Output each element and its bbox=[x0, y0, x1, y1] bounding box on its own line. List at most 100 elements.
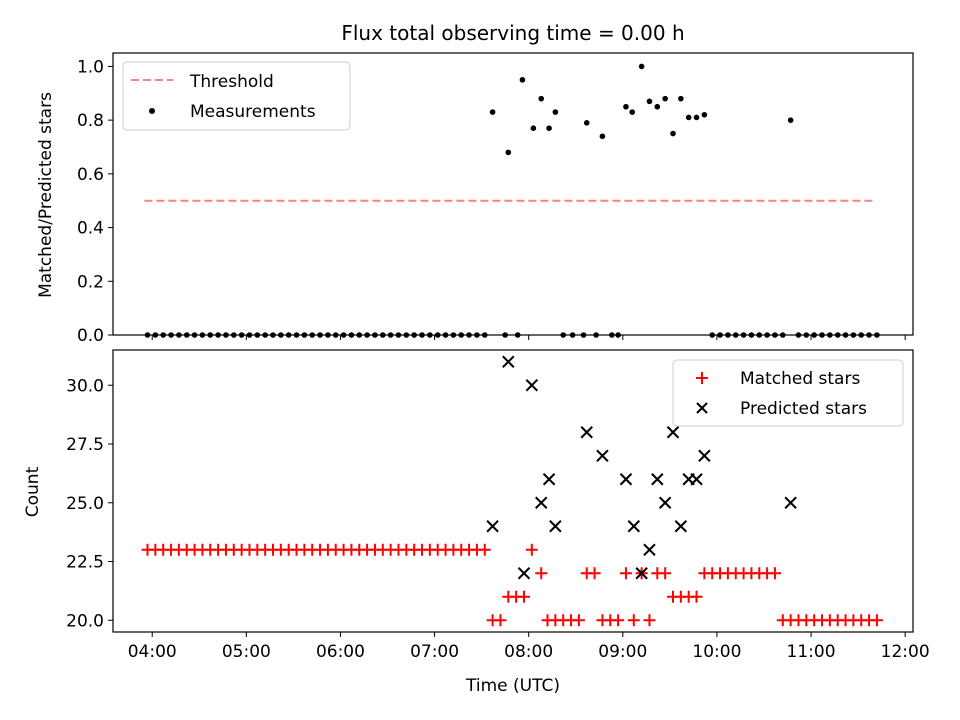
measurement-point bbox=[434, 332, 441, 338]
legend-measurements-swatch bbox=[149, 108, 155, 114]
predicted-star-marker bbox=[666, 426, 680, 439]
measurement-point bbox=[593, 332, 599, 338]
matched-star-marker bbox=[627, 614, 640, 627]
measurement-point bbox=[223, 332, 229, 338]
measurement-point bbox=[850, 332, 857, 338]
measurement-point bbox=[787, 117, 794, 123]
measurement-point bbox=[538, 95, 545, 102]
measurement-point bbox=[662, 95, 668, 102]
measurement-point bbox=[834, 332, 841, 338]
measurement-point bbox=[629, 109, 636, 115]
predicted-star-marker bbox=[535, 496, 548, 509]
x-tick-label: 04:00 bbox=[128, 642, 177, 662]
measurement-point bbox=[842, 332, 849, 338]
measurement-point bbox=[725, 332, 731, 338]
top-legend: Threshold Measurements bbox=[122, 61, 351, 131]
bottom-y-tick-label: 22.5 bbox=[66, 553, 104, 573]
measurement-point bbox=[168, 332, 174, 338]
bottom-panel: 20.0 22.5 25.0 27.5 30.0 04:00 05:00 06:00 07:00… bbox=[66, 349, 930, 662]
measurement-point bbox=[505, 149, 512, 156]
measurement-point bbox=[780, 332, 786, 338]
measurement-point bbox=[160, 332, 166, 338]
measurement-point bbox=[552, 109, 559, 115]
x-tick-label: 07:00 bbox=[410, 642, 459, 662]
matched-star-marker bbox=[494, 614, 507, 627]
measurement-point bbox=[411, 332, 417, 338]
measurement-point bbox=[317, 332, 323, 338]
measurement-point bbox=[442, 332, 449, 338]
measurement-point bbox=[693, 114, 700, 121]
measurement-point bbox=[583, 120, 590, 126]
measurement-point bbox=[466, 332, 472, 338]
matched-star-marker bbox=[535, 567, 548, 580]
measurement-point bbox=[811, 332, 817, 338]
matched-star-marker bbox=[619, 567, 632, 580]
measurement-point bbox=[858, 332, 865, 338]
measurement-point bbox=[380, 332, 386, 338]
x-tick-label: 05:00 bbox=[222, 642, 271, 662]
measurement-point bbox=[580, 332, 587, 338]
x-tick-label: 12:00 bbox=[881, 642, 930, 662]
measurement-point bbox=[230, 332, 237, 338]
measurement-point bbox=[285, 332, 292, 338]
top-y-tick-label: 1.0 bbox=[77, 57, 104, 77]
matched-star-marker bbox=[643, 614, 656, 627]
measurement-point bbox=[207, 332, 214, 338]
measurement-point bbox=[372, 332, 378, 338]
measurement-point bbox=[748, 332, 755, 338]
bottom-plot-frame bbox=[112, 349, 914, 633]
matched-star-marker bbox=[517, 590, 530, 603]
measurement-point bbox=[866, 332, 872, 338]
predicted-star-marker bbox=[580, 426, 593, 439]
predicted-star-marker bbox=[549, 520, 562, 533]
bottom-y-tick-label: 25.0 bbox=[66, 494, 104, 514]
measurement-point bbox=[717, 332, 723, 338]
matched-star-marker bbox=[659, 567, 672, 580]
measurement-point bbox=[795, 332, 802, 338]
predicted-star-marker bbox=[635, 567, 648, 580]
predicted-star-marker bbox=[525, 379, 539, 392]
measurement-point bbox=[340, 332, 347, 338]
measurement-point bbox=[489, 109, 496, 115]
x-tick-label: 08:00 bbox=[504, 642, 553, 662]
predicted-star-marker bbox=[690, 473, 703, 486]
measurement-point bbox=[278, 332, 284, 338]
measurement-point bbox=[638, 63, 645, 70]
top-y-axis-label: Matched/Predicted stars bbox=[36, 92, 56, 298]
predicted-star-marker bbox=[658, 496, 672, 509]
matched-star-marker bbox=[870, 614, 883, 627]
top-plot-frame bbox=[112, 52, 914, 336]
measurement-point bbox=[827, 332, 833, 338]
predicted-star-marker bbox=[486, 520, 499, 533]
measurement-point bbox=[270, 332, 276, 338]
measurement-point bbox=[144, 332, 151, 338]
predicted-star-marker bbox=[698, 449, 711, 462]
matched-star-marker bbox=[588, 567, 601, 580]
measurement-point bbox=[301, 332, 308, 338]
measurement-point bbox=[615, 332, 621, 338]
measurement-point bbox=[599, 133, 606, 140]
measurement-point bbox=[474, 332, 480, 338]
measurement-point bbox=[262, 332, 268, 338]
matched-star-marker bbox=[612, 614, 625, 627]
matched-star-marker bbox=[768, 567, 781, 580]
matched-star-marker bbox=[478, 543, 491, 556]
measurement-point bbox=[772, 332, 778, 338]
measurement-point bbox=[709, 332, 716, 338]
measurement-point bbox=[481, 332, 488, 338]
measurement-point bbox=[530, 125, 537, 131]
legend-predicted-swatch bbox=[696, 402, 708, 414]
measurement-point bbox=[419, 332, 425, 338]
x-tick-label: 10:00 bbox=[692, 642, 741, 662]
measurement-point bbox=[685, 114, 692, 121]
x-tick-label: 06:00 bbox=[316, 642, 365, 662]
predicted-star-marker bbox=[651, 473, 664, 486]
predicted-star-marker bbox=[784, 496, 797, 509]
top-y-tick-label: 0.0 bbox=[77, 326, 104, 346]
measurement-point bbox=[670, 130, 676, 137]
matched-star-marker bbox=[525, 543, 538, 556]
top-y-tick-label: 0.4 bbox=[77, 219, 104, 239]
legend-matched-swatch bbox=[696, 372, 708, 384]
legend-matched-label: Matched stars bbox=[740, 369, 860, 389]
